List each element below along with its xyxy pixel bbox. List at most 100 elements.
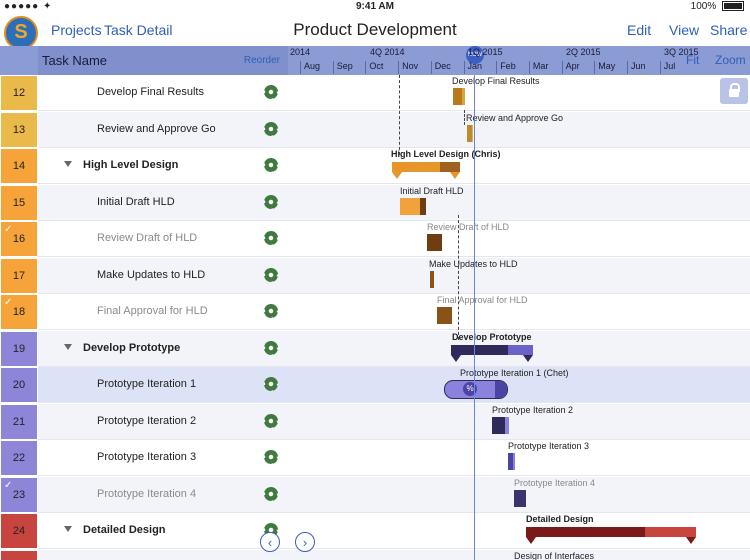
gantt-bar[interactable] xyxy=(526,527,696,544)
gantt-bar[interactable] xyxy=(392,162,460,179)
task-cell[interactable]: High Level Design xyxy=(38,148,288,184)
summary-bar-tip xyxy=(450,172,460,179)
share-button[interactable]: Share xyxy=(710,22,748,38)
task-row[interactable]: 16 ✓ Review Draft of HLD Review Draft of HL… xyxy=(0,221,750,257)
task-name: Prototype Iteration 3 xyxy=(97,451,197,463)
task-row[interactable]: 17 Make Updates to HLD Make Updates to HLD xyxy=(0,257,750,294)
task-cell[interactable]: Detailed Design xyxy=(38,513,288,549)
projects-link[interactable]: Projects xyxy=(51,22,102,38)
gear-icon[interactable] xyxy=(264,231,278,245)
task-cell[interactable] xyxy=(38,549,288,560)
task-cell[interactable]: Make Updates to HLD xyxy=(38,257,288,294)
gantt-bar[interactable] xyxy=(400,197,426,215)
zoom-button[interactable]: Zoom xyxy=(715,53,746,67)
task-cell[interactable]: Prototype Iteration 1 xyxy=(38,367,288,403)
gantt-progress xyxy=(492,416,505,434)
task-cell[interactable]: Prototype Iteration 3 xyxy=(38,440,288,476)
fit-button[interactable]: Fit xyxy=(686,53,700,67)
task-number[interactable]: 16 ✓ xyxy=(1,222,37,256)
gear-icon[interactable] xyxy=(264,194,278,209)
task-row[interactable]: 21 Prototype Iteration 2 Prototype Iterati… xyxy=(0,403,750,440)
task-row[interactable]: 18 ✓ Final Approval for HLD Final Approval … xyxy=(0,294,750,330)
collapse-triangle-icon[interactable] xyxy=(64,526,72,532)
gantt-cell: Prototype Iteration 2 xyxy=(288,403,750,440)
gear-icon[interactable] xyxy=(264,304,278,318)
task-row[interactable]: 14 High Level Design High Level Design (Ch… xyxy=(0,148,750,184)
gear-icon[interactable] xyxy=(264,121,278,136)
task-number[interactable]: 17 xyxy=(1,258,37,293)
task-row[interactable]: 22 Prototype Iteration 3 Prototype Iterati… xyxy=(0,440,750,476)
collapse-triangle-icon[interactable] xyxy=(64,161,72,167)
view-button[interactable]: View xyxy=(669,22,700,38)
task-row[interactable]: 15 Initial Draft HLD Initial Draft HLD xyxy=(0,184,750,221)
next-page-button[interactable]: › xyxy=(295,532,315,552)
collapse-triangle-icon[interactable] xyxy=(64,343,72,350)
edit-button[interactable]: Edit xyxy=(627,22,652,38)
timeline-header[interactable]: NOW Fit Zoom 2014 4Q 2014 1Q 2015 2Q 2015 3Q… xyxy=(288,46,750,75)
task-name-label: Task Name xyxy=(42,53,108,68)
gantt-bar[interactable] xyxy=(467,124,473,142)
gantt-bar[interactable] xyxy=(451,344,533,362)
task-row[interactable]: 24 Detailed Design Detailed Design xyxy=(0,513,750,549)
task-cell[interactable]: Review and Approve Go xyxy=(38,111,288,148)
lock-icon[interactable] xyxy=(720,78,748,104)
task-row[interactable]: 12 Develop Final Results Develop Final Res… xyxy=(0,75,750,111)
gear-icon[interactable] xyxy=(264,158,278,172)
gantt-bar-label: Prototype Iteration 3 xyxy=(508,441,590,451)
gear-icon[interactable] xyxy=(264,267,278,282)
task-number-label: 24 xyxy=(12,525,26,537)
task-number[interactable]: 23 ✓ xyxy=(1,477,37,512)
task-number-label: 22 xyxy=(12,452,26,464)
progress-badge[interactable]: % xyxy=(463,382,477,396)
task-cell[interactable]: Develop Prototype xyxy=(38,330,288,367)
task-row[interactable]: 19 Develop Prototype Develop Prototype xyxy=(0,330,750,367)
dependency-line xyxy=(399,75,400,155)
task-number[interactable]: 12 xyxy=(1,76,37,110)
task-name: Final Approval for HLD xyxy=(97,305,208,317)
gantt-bar[interactable] xyxy=(492,416,509,434)
gear-icon[interactable] xyxy=(264,340,278,355)
month-label: May xyxy=(594,61,615,74)
task-number[interactable]: 18 ✓ xyxy=(1,295,37,329)
prev-page-button[interactable]: ‹ xyxy=(260,532,280,552)
gear-icon[interactable] xyxy=(264,486,278,501)
task-row[interactable]: Design of Interfaces xyxy=(0,549,750,560)
gear-icon[interactable] xyxy=(264,450,278,464)
gantt-bar[interactable] xyxy=(453,88,465,105)
gantt-bar[interactable] xyxy=(437,307,452,324)
task-cell[interactable]: Prototype Iteration 4 xyxy=(38,476,288,513)
gantt-bar[interactable] xyxy=(430,270,434,288)
task-number[interactable]: 14 xyxy=(1,149,37,183)
task-number[interactable]: 13 xyxy=(1,112,37,147)
task-row[interactable]: 23 ✓ Prototype Iteration 4 Prototype Iterat… xyxy=(0,476,750,513)
task-row[interactable]: 13 Review and Approve Go Review and Approv… xyxy=(0,111,750,148)
task-number[interactable]: 20 xyxy=(1,368,37,402)
task-number[interactable]: 22 xyxy=(1,441,37,475)
task-number[interactable]: 19 xyxy=(1,331,37,366)
gantt-bar[interactable] xyxy=(508,453,515,470)
task-number-label: 23 xyxy=(12,488,26,501)
gantt-progress xyxy=(453,88,462,105)
gantt-bar[interactable] xyxy=(427,234,442,251)
task-cell[interactable]: Review Draft of HLD xyxy=(38,221,288,257)
task-number[interactable]: 15 xyxy=(1,185,37,220)
gantt-cell: Prototype Iteration 3 xyxy=(288,440,750,476)
task-cell[interactable]: Initial Draft HLD xyxy=(38,184,288,221)
task-detail-link[interactable]: Task Detail xyxy=(104,22,173,38)
now-marker[interactable]: NOW xyxy=(466,46,484,64)
app-logo-icon[interactable] xyxy=(4,16,38,50)
task-cell[interactable]: Prototype Iteration 2 xyxy=(38,403,288,440)
task-number[interactable]: 21 xyxy=(1,404,37,439)
gantt-progress xyxy=(451,344,509,355)
gantt-bar[interactable]: % xyxy=(444,380,508,399)
task-number[interactable] xyxy=(1,550,37,560)
gantt-bar[interactable] xyxy=(514,489,526,507)
reorder-button[interactable]: Reorder xyxy=(243,55,280,66)
gear-icon[interactable] xyxy=(264,413,278,428)
task-number[interactable]: 24 xyxy=(1,514,37,548)
task-cell[interactable]: Develop Final Results xyxy=(38,75,288,111)
gear-icon[interactable] xyxy=(264,85,278,99)
gear-icon[interactable] xyxy=(264,377,278,391)
task-row[interactable]: 20 Prototype Iteration 1 Prototype Iterati… xyxy=(0,367,750,403)
task-cell[interactable]: Final Approval for HLD xyxy=(38,294,288,330)
